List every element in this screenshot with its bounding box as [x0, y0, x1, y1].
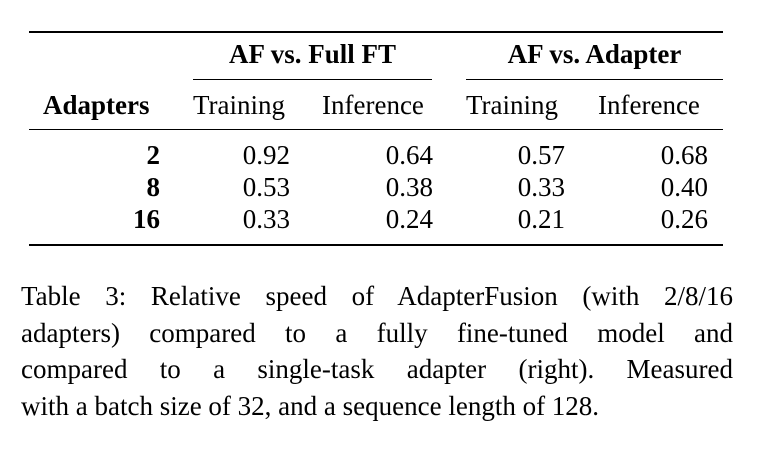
caption-line-2: adapters) compared to a fully fine-tuned… [21, 317, 733, 348]
cell-r1-c4: 0.68 [660, 140, 708, 170]
table-top-rule [29, 31, 723, 33]
table-bottom-rule [29, 244, 723, 246]
cell-r1-c2: 0.64 [385, 140, 433, 170]
subheader-training-adapter: Training [466, 90, 559, 120]
table-caption: Table 3: Relative speed of AdapterFusion… [21, 278, 733, 424]
group-header-full-ft: AF vs. Full FT [228, 39, 396, 69]
caption-line-3: compared to a single-task adapter (right… [21, 354, 733, 384]
group-rule-full-ft [193, 79, 432, 80]
subheader-inference-adapter: Inference [598, 90, 700, 120]
caption-line-1: Table 3: Relative speed of AdapterFusion… [21, 281, 733, 311]
cell-r3-c3: 0.21 [517, 204, 565, 234]
group-header-adapter: AF vs. Adapter [507, 39, 682, 69]
subheader-inference-full-ft: Inference [322, 90, 424, 120]
subheader-training-full-ft: Training [193, 90, 286, 120]
cell-r2-c2: 0.38 [385, 172, 433, 202]
row-header-adapters: Adapters [43, 90, 150, 120]
cell-r1-c1: 0.92 [242, 140, 290, 170]
row-adapters-2: 2 [146, 140, 161, 170]
cell-r3-c2: 0.24 [385, 204, 433, 234]
cell-r3-c1: 0.33 [242, 204, 290, 234]
caption-line-4: with a batch size of 32, and a sequence … [21, 390, 600, 421]
cell-r2-c4: 0.40 [660, 172, 708, 202]
cell-r1-c3: 0.57 [517, 140, 565, 170]
cell-r2-c1: 0.53 [242, 172, 290, 202]
header-bottom-rule [29, 129, 723, 130]
row-adapters-16: 16 [133, 204, 160, 234]
row-adapters-8: 8 [146, 172, 161, 202]
cell-r3-c4: 0.26 [660, 204, 708, 234]
group-rule-adapter [466, 79, 723, 80]
cell-r2-c3: 0.33 [517, 172, 565, 202]
